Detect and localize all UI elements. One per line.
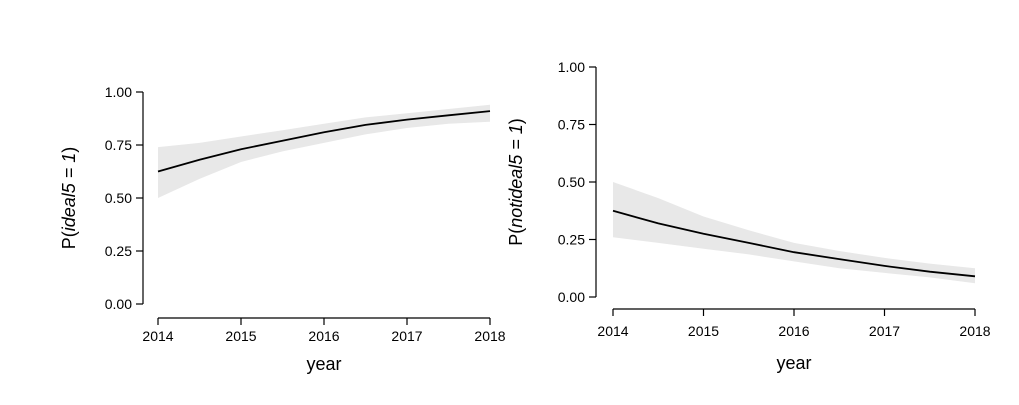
x-tick-label: 2014: [597, 323, 628, 339]
confidence-band: [158, 104, 490, 198]
y-tick-label: 1.00: [558, 59, 585, 75]
x-tick-label: 2015: [688, 323, 719, 339]
x-tick-label: 2018: [959, 323, 990, 339]
y-tick-label: 0.50: [558, 174, 585, 190]
y-tick-label: 0.75: [558, 117, 585, 133]
x-tick-label: 2014: [142, 328, 173, 344]
y-axis-title: P(ideal5 = 1): [59, 147, 79, 250]
x-tick-label: 2015: [225, 328, 256, 344]
x-axis-title: year: [306, 354, 341, 374]
y-tick-label: 0.00: [558, 289, 585, 305]
y-axis-title-suffix: ): [59, 147, 79, 153]
x-tick-label: 2017: [391, 328, 422, 344]
y-tick-label: 0.00: [105, 296, 132, 312]
x-tick-label: 2017: [869, 323, 900, 339]
confidence-band: [613, 182, 975, 284]
y-tick-label: 0.25: [558, 232, 585, 248]
x-tick-label: 2018: [474, 328, 505, 344]
right-chart-panel: 0.00 0.25 0.50 0.75 1.00 2014 2015 2016 2017 2018…: [506, 59, 991, 373]
y-axis-title-variable: notideal5 = 1: [506, 124, 526, 228]
y-tick-label: 1.00: [105, 84, 132, 100]
y-tick-label: 0.75: [105, 137, 132, 153]
x-tick-label: 2016: [308, 328, 339, 344]
y-axis-title-suffix: ): [506, 118, 526, 124]
y-tick-label: 0.50: [105, 190, 132, 206]
y-axis-title: P(notideal5 = 1): [506, 118, 526, 246]
fitted-curve: [157, 110, 491, 173]
x-tick-label: 2016: [778, 323, 809, 339]
y-axis-title-prefix: P(: [506, 228, 526, 246]
fitted-curve: [612, 209, 976, 278]
y-axis-title-prefix: P(: [59, 231, 79, 249]
y-tick-label: 0.25: [105, 243, 132, 259]
y-axis-title-variable: ideal5 = 1: [59, 153, 79, 232]
left-chart-panel: 0.00 0.25 0.50 0.75 1.00 2014 2015 2016 2017 2018…: [59, 84, 506, 374]
x-axis-title: year: [776, 353, 811, 373]
